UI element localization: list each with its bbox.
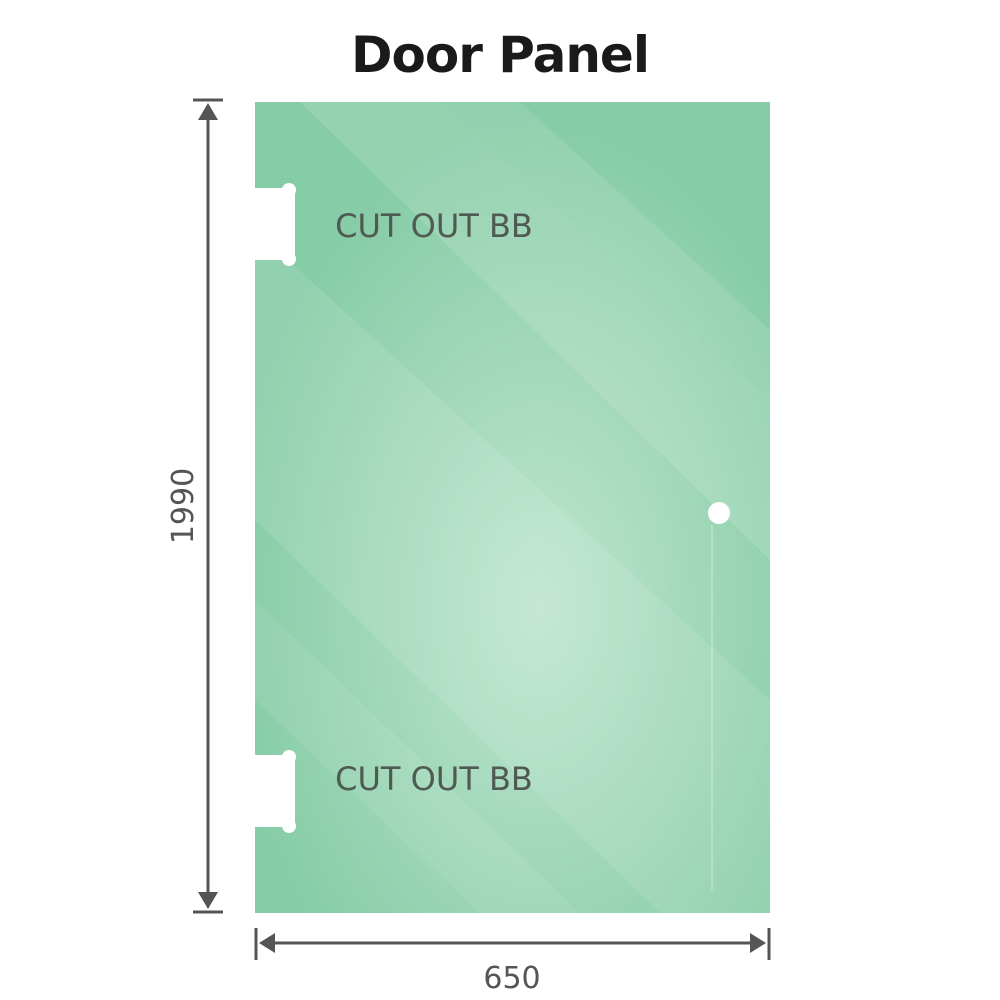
cutout-top — [255, 183, 296, 266]
height-dimension-line — [193, 98, 223, 914]
cutout-top-label: CUT OUT BB — [335, 207, 533, 245]
cutout-bottom-label: CUT OUT BB — [335, 760, 533, 798]
glass-panel — [255, 102, 770, 913]
handle-hole — [708, 502, 730, 524]
diagram-title: Door Panel — [351, 26, 650, 84]
cutout-bottom — [255, 750, 296, 833]
width-label: 650 — [483, 961, 540, 996]
glass-reflections — [255, 102, 770, 913]
height-label: 1990 — [166, 468, 201, 544]
width-dimension-line — [254, 928, 771, 960]
